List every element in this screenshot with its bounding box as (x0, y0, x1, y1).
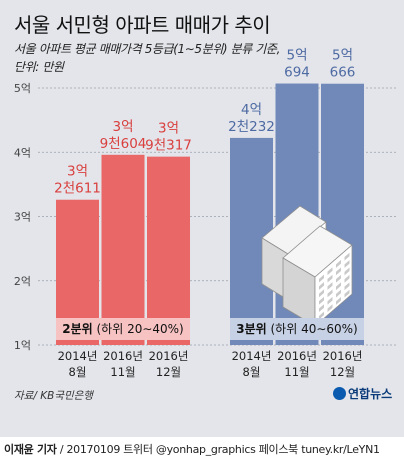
y-tick-label: 4억 (14, 146, 31, 159)
window (319, 311, 324, 320)
x-tick-label: 8월 (243, 365, 261, 379)
window (319, 304, 324, 313)
yonhap-logo: 연합뉴스 (333, 385, 392, 402)
window (344, 267, 350, 276)
data-label: 3억 (67, 164, 88, 180)
window (336, 274, 341, 283)
data-label: 3억 (158, 121, 179, 137)
data-label: 4억 (241, 102, 262, 118)
window (319, 289, 324, 298)
bar (101, 154, 145, 345)
window (327, 296, 333, 305)
window (327, 267, 333, 276)
data-label: 5억 (286, 48, 307, 64)
bar-chart: 2분위 (하위 20∼40%) 3분위 (하위 40∼60%) 1억 2억 3억 4억 5… (14, 48, 396, 379)
window (319, 282, 324, 290)
x-tick-label: 2016년 (149, 349, 189, 363)
building-windows (319, 252, 350, 320)
x-tick-label: 12월 (156, 365, 181, 379)
window (336, 289, 341, 298)
window (327, 304, 333, 313)
data-label: 5억 (332, 48, 353, 64)
x-tick-label: 2014년 (58, 349, 98, 363)
y-tick-label: 1억 (14, 339, 31, 352)
data-label: 9천604 (100, 136, 147, 152)
source-note: 자료/ KB국민은행 (14, 390, 93, 402)
chart-subtitle: 서울 아파트 평균 매매가격 5등급(1∼5분위) 분류 기준, 단위: 만원 (14, 42, 280, 74)
x-tick-label: 2016년 (103, 349, 143, 363)
window (344, 289, 350, 298)
window (327, 274, 333, 283)
group-band-label: 3분위 (하위 40∼60%) (236, 322, 358, 336)
y-tick-label: 3억 (14, 211, 31, 224)
x-tick-label: 11월 (110, 365, 135, 379)
window (336, 297, 341, 305)
window (344, 282, 350, 291)
bar (147, 156, 190, 345)
x-tick-label: 8월 (69, 365, 87, 379)
x-tick-label: 2016년 (323, 349, 363, 363)
x-tick-label: 2016년 (277, 349, 317, 363)
author-name: 이재윤 기자 (4, 443, 57, 456)
logo-text: 연합뉴스 (348, 387, 393, 401)
logo-mark-icon (333, 387, 346, 400)
window (336, 267, 341, 276)
data-label: 666 (330, 65, 356, 81)
window (327, 282, 333, 290)
data-label: 2천611 (54, 181, 101, 197)
credit-text: / 20170109 트위터 @yonhap_graphics 페이스북 tun… (56, 443, 380, 456)
window (344, 252, 350, 261)
y-tick-label: 2억 (14, 275, 31, 288)
window (319, 296, 324, 305)
data-label: 3억 (112, 119, 133, 135)
group-band-range: (하위 20∼40%) (93, 322, 184, 336)
group-band-label: 2분위 (하위 20∼40%) (62, 322, 184, 336)
window (319, 274, 324, 283)
group-band-name: 2분위 (62, 322, 92, 336)
data-label: 2천232 (228, 119, 275, 135)
group-band-name: 3분위 (236, 322, 266, 336)
footer: 이재윤 기자 / 20170109 트위터 @yonhap_graphics 페… (0, 437, 404, 460)
data-label: 9천317 (145, 138, 192, 154)
chart-labels: 1억2억3억4억5억3억2천6112014년8월3억9천6042016년11월3… (14, 48, 363, 379)
group-bands: 2분위 (하위 20∼40%) 3분위 (하위 40∼60%) (56, 318, 364, 340)
group-band (56, 318, 190, 340)
x-tick-label: 2014년 (232, 349, 272, 363)
group-band-range: (하위 40∼60%) (267, 322, 358, 336)
window (344, 260, 350, 268)
x-tick-label: 11월 (284, 365, 309, 379)
y-tick-label: 5억 (14, 82, 31, 95)
group-band (230, 318, 364, 340)
x-tick-label: 12월 (330, 365, 355, 379)
window (336, 282, 341, 291)
chart-title: 서울 서민형 아파트 매매가 추이 (14, 13, 271, 37)
window (336, 260, 341, 268)
credit-line: 이재윤 기자 / 20170109 트위터 @yonhap_graphics 페… (4, 441, 380, 457)
window (327, 289, 333, 298)
apartment-building-illustration (261, 205, 353, 327)
data-label: 694 (284, 65, 310, 81)
window (344, 274, 350, 283)
